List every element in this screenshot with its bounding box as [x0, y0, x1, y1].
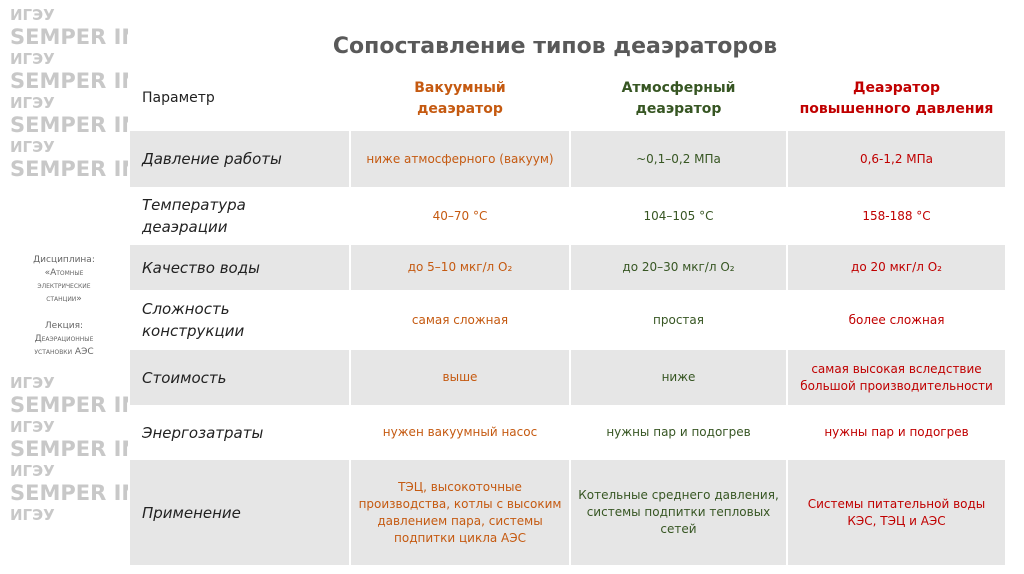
info-label: Дисциплина: — [33, 255, 95, 265]
watermark-text: ИГЭУ — [10, 462, 55, 480]
cell: простая — [569, 290, 787, 350]
watermark-text: SEMPER IN MOTU — [10, 25, 128, 49]
header-cell: Параметр — [130, 68, 350, 131]
cell: Системы питательной воды КЭС, ТЭЦ и АЭС — [786, 460, 1005, 565]
param-cell: Сложность конструкции — [142, 300, 245, 340]
watermark-text: SEMPER IN MOTU — [10, 393, 128, 417]
table-row: Давление работы ниже атмосферного (вакуум… — [130, 130, 1005, 187]
param-cell: Температура деаэрации — [142, 196, 246, 236]
watermark-text: SEMPER IN MOTU — [10, 437, 128, 461]
cell: 158-188 °C — [786, 187, 1005, 245]
watermark-text: ИГЭУ — [10, 138, 55, 156]
watermark-text: ИГЭУ — [10, 94, 55, 112]
watermark-text: SEMPER IN MOTU — [10, 157, 128, 180]
table-row: Энергозатраты нужен вакуумный насос нужны … — [130, 405, 1005, 460]
cell: ТЭЦ, высокоточные производства, котлы с … — [349, 460, 570, 565]
cell: до 20 мкг/л O₂ — [786, 245, 1005, 290]
header-row: Параметр Вакуумный деаэратор Атмосферный д… — [130, 68, 1005, 131]
slide-title: Сопоставление типов деаэраторов — [332, 34, 778, 59]
watermark-text: SEMPER IN MOTU — [10, 481, 128, 505]
table-row: Температура деаэрации 40–70 °C 104–105 °C 1… — [130, 187, 1005, 245]
table-row: Качество воды до 5–10 мкг/л O₂ до 20–30 мк… — [130, 245, 1005, 290]
cell: выше — [349, 350, 570, 405]
info-label: Лекция: — [44, 321, 84, 331]
watermark-text: ИГЭУ — [10, 418, 55, 436]
info-value: «Атомные электрические станции» — [37, 268, 91, 304]
cell: нужны пар и подогрев — [569, 405, 787, 460]
table-row: Стоимость выше ниже самая высокая вследстви… — [130, 350, 1005, 405]
watermark-text: SEMPER IN MOTU — [10, 69, 128, 93]
param-cell: Качество воды — [130, 245, 350, 290]
cell: самая высокая вследствие большой произво… — [786, 350, 1005, 405]
cell: 40–70 °C — [349, 187, 570, 245]
cell: 104–105 °C — [569, 187, 787, 245]
comparison-table: Параметр Вакуумный деаэратор Атмосферный д… — [130, 68, 1005, 565]
cell: ниже атмосферного (вакуум) — [349, 130, 570, 187]
watermark-text: SEMPER IN MOTU — [10, 113, 128, 137]
cell: более сложная — [786, 290, 1005, 350]
cell: до 5–10 мкг/л O₂ — [349, 245, 570, 290]
cell: 0,6-1,2 МПа — [786, 130, 1005, 187]
header-cell: Атмосферный деаэратор — [569, 68, 787, 131]
info-value: Деаэрационные установки АЭС — [34, 334, 94, 357]
cell: нужны пар и подогрев — [786, 405, 1005, 460]
cell: ниже — [569, 350, 787, 405]
param-cell: Стоимость — [130, 350, 350, 405]
cell: ~0,1–0,2 МПа — [569, 130, 787, 187]
table-row: Сложность конструкции самая сложная проста… — [130, 290, 1005, 350]
header-cell: Вакуумный деаэратор — [349, 68, 570, 131]
watermark-text: ИГЭУ — [10, 6, 55, 24]
watermark-text: ИГЭУ — [10, 50, 55, 68]
watermark-text: ИГЭУ — [10, 374, 55, 392]
param-cell: Применение — [130, 460, 350, 565]
cell: Котельные среднего давления, системы под… — [569, 460, 787, 565]
sidebar-info: Лекция: Деаэрационные установки АЭС — [0, 320, 128, 359]
header-cell: Деаэратор повышенного давления — [786, 68, 1005, 131]
param-cell: Давление работы — [130, 130, 350, 187]
param-cell: Энергозатраты — [142, 423, 264, 442]
cell: до 20–30 мкг/л O₂ — [569, 245, 787, 290]
cell: самая сложная — [349, 290, 570, 350]
table-row: Применение ТЭЦ, высокоточные производства… — [130, 460, 1005, 565]
sidebar-info: Дисциплина: «Атомные электрические станци… — [0, 254, 128, 306]
cell: нужен вакуумный насос — [349, 405, 570, 460]
watermark-text: ИГЭУ — [10, 506, 55, 524]
